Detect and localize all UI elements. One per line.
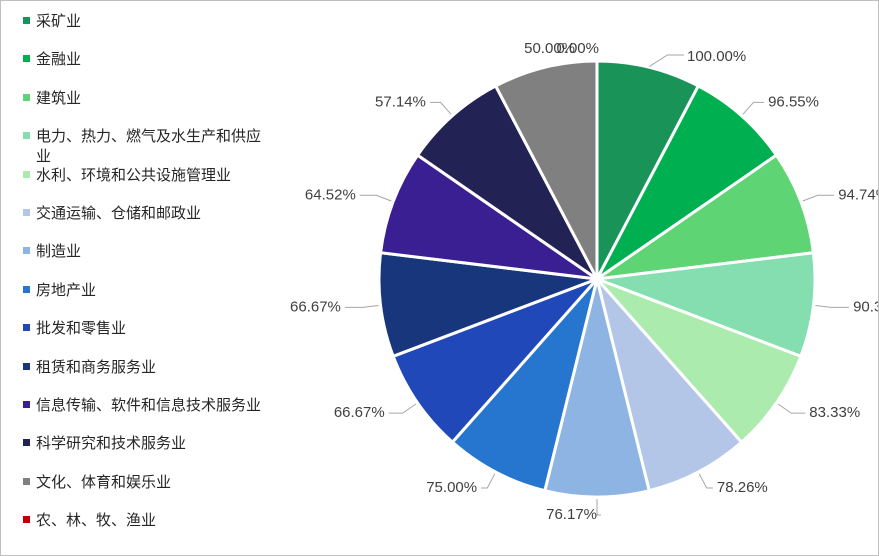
legend-label: 科学研究和技术服务业 [36,434,187,453]
pie-slice [596,153,816,281]
legend-swatch [23,170,30,178]
legend-swatch [23,209,30,216]
legend-item: 房地产业 [23,280,263,300]
legend-item: 制造业 [23,241,263,261]
legend-swatch [23,247,30,255]
leader-line [802,194,835,202]
pie-slice [595,278,744,493]
legend-swatch [23,93,30,101]
legend-item: 批发和零售业 [23,318,263,338]
legend-item: 文化、体育和娱乐业 [23,472,263,492]
leader-line [649,54,684,67]
pie-slice [450,278,599,493]
legend-item: 金融业 [23,49,263,69]
data-label: 83.33% [809,404,860,421]
legend-label: 租赁和商务服务业 [36,357,157,376]
pie-slice [415,83,599,281]
leader-line [344,305,379,308]
legend-label: 建筑业 [36,88,82,107]
leader-line [429,101,452,115]
pie-slice [596,251,817,359]
legend-item: 信息传输、软件和信息技术服务业 [23,395,263,415]
legend-label: 文化、体育和娱乐业 [36,472,172,491]
data-label: 50.00% [524,40,575,57]
leader-line [698,473,713,489]
legend-item: 农、林、牧、渔业 [23,510,263,530]
data-label: 57.14% [375,93,426,110]
leader-line [742,101,765,115]
data-label: 94.74% [838,186,878,203]
legend-label: 制造业 [36,242,82,261]
legend-item: 建筑业 [23,88,263,108]
legend-item: 科学研究和技术服务业 [23,433,263,453]
legend-swatch [23,401,30,408]
data-label: 0.00% [556,40,599,57]
data-label: 66.67% [334,404,385,421]
leader-line [359,194,392,202]
legend-swatch [23,285,30,293]
pie-slice [493,59,599,280]
legend-item: 水利、环境和公共设施管理业 [23,165,263,185]
legend-swatch [23,132,30,140]
pie-slice [595,277,803,445]
leader-line [777,403,806,414]
pie-slice [377,251,598,359]
leader-line [815,305,850,308]
legend-item: 租赁和商务服务业 [23,357,263,377]
legend-item: 采矿业 [23,11,263,31]
leader-line [481,473,496,489]
leader-line [388,403,417,414]
legend-label: 交通运输、仓储和邮政业 [36,204,202,222]
legend-item: 电力、热力、燃气及水生产和供应业 [23,126,263,166]
data-label: 75.00% [426,479,477,496]
legend-swatch [23,362,30,370]
data-label: 78.26% [717,479,768,496]
legend-swatch [23,477,30,485]
pie-slice [378,153,598,281]
data-label: 100.00% [687,48,746,65]
legend-label: 农、林、牧、渔业 [36,511,157,530]
legend-swatch [23,516,30,524]
legend-label: 电力、热力、燃气及水生产和供应业 [36,127,262,166]
pie-slice [595,83,779,281]
legend-label: 采矿业 [36,12,82,30]
legend-swatch [23,17,30,24]
data-label: 66.67% [290,298,341,315]
legend-label: 金融业 [36,50,82,69]
pie-slice [391,277,599,445]
legend-swatch [23,439,30,447]
legend-label: 房地产业 [36,280,97,299]
legend-label: 信息传输、软件和信息技术服务业 [36,396,262,414]
pie-slice [543,278,651,499]
legend-swatch [23,324,30,332]
leader-line [596,499,601,516]
data-label: 76.17% [546,506,597,523]
legend: 采矿业金融业建筑业电力、热力、燃气及水生产和供应业 水利、环境和公共设施管理业 交通… [1,1,276,555]
legend-item: 交通运输、仓储和邮政业 [23,203,263,223]
data-label: 96.55% [768,93,819,110]
pie-slice [595,59,701,280]
data-label: 90.32% [853,298,878,315]
data-label: 64.52% [305,186,356,203]
legend-label: 批发和零售业 [36,319,127,338]
legend-label: 水利、环境和公共设施管理业 [36,165,232,184]
legend-swatch [23,55,30,63]
